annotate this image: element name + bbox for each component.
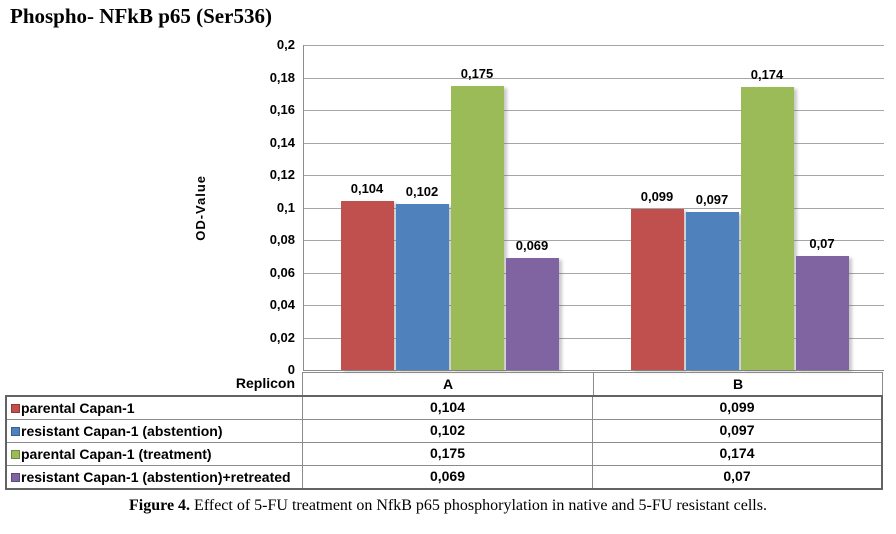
series-name-cell: parental Capan-1 bbox=[7, 397, 303, 419]
y-tick-label: 0,14 bbox=[269, 134, 295, 150]
y-axis-title-text: OD-Value bbox=[192, 174, 208, 241]
caption-label: Figure 4. bbox=[129, 497, 191, 514]
series-name-cell: resistant Capan-1 (abstention) bbox=[7, 420, 303, 442]
figure-caption: Figure 4. Effect of 5-FU treatment on Nf… bbox=[0, 497, 896, 515]
bar-a-resistant-capan-1-abstention-retreated: 0,069 bbox=[505, 238, 559, 370]
y-tick-label: 0,02 bbox=[269, 329, 295, 345]
value-cell-a: 0,175 bbox=[303, 443, 593, 465]
gridline bbox=[304, 45, 884, 46]
legend-swatch-icon bbox=[11, 472, 20, 482]
bar-b-resistant-capan-1-abstention-: 0,097 bbox=[685, 192, 739, 370]
value-cell-b: 0,07 bbox=[723, 468, 751, 484]
bar-data-label: 0,174 bbox=[750, 67, 784, 82]
series-name-cell: resistant Capan-1 (abstention)+retreated bbox=[7, 466, 303, 488]
gridline bbox=[304, 110, 884, 111]
bar-data-label: 0,07 bbox=[809, 236, 835, 251]
bar-data-label: 0,099 bbox=[640, 189, 674, 204]
bar-data-label: 0,102 bbox=[405, 184, 439, 199]
legend-swatch-icon bbox=[11, 403, 20, 413]
value-cell-a: 0,104 bbox=[303, 397, 593, 419]
chart-title: Phospho- NFkB p65 (Ser536) bbox=[10, 4, 272, 28]
series-name-cell: parental Capan-1 (treatment) bbox=[7, 443, 303, 465]
plot-area: 0,104 0,102 0,175 0,069 0,099 0,097 0,174 0,07 bbox=[303, 45, 884, 371]
bar-group-a: 0,104 0,102 0,175 0,069 bbox=[304, 45, 595, 370]
bar-b-resistant-capan-1-abstention-retreated: 0,07 bbox=[795, 236, 849, 370]
legend-swatch-icon bbox=[11, 426, 20, 436]
y-tick-label: 0,2 bbox=[276, 37, 295, 52]
bar-data-label: 0,104 bbox=[350, 181, 384, 196]
gridline bbox=[304, 272, 884, 274]
gridline bbox=[304, 305, 884, 306]
gridline bbox=[304, 175, 884, 176]
y-tick-label: 0,08 bbox=[269, 232, 295, 247]
table-row: resistant Capan-1 (abstention) 0,102 0,097 bbox=[7, 419, 881, 442]
gridline bbox=[304, 142, 884, 144]
value-cell-b: 0,099 bbox=[719, 399, 755, 415]
category-header-row: Replicon A B bbox=[5, 372, 883, 395]
bar-data-label: 0,069 bbox=[515, 238, 549, 253]
bar-a-parental-capan-1: 0,104 bbox=[340, 181, 394, 370]
y-tick-label: 0,12 bbox=[269, 167, 295, 182]
y-axis-title: OD-Value bbox=[190, 45, 210, 370]
category-label-b: B bbox=[594, 372, 883, 395]
y-tick-label: 0,16 bbox=[269, 102, 295, 117]
y-axis-tick-labels: 0,2 0,18 0,16 0,14 0,12 0,1 0,08 0,06 0,04 0,02 0 bbox=[232, 37, 295, 377]
table-row: parental Capan-1 (treatment) 0,175 0,174 bbox=[7, 442, 881, 465]
caption-text: Effect of 5-FU treatment on NfkB p65 pho… bbox=[190, 497, 767, 514]
y-tick-label: 0,04 bbox=[269, 297, 295, 312]
y-tick-label: 0 bbox=[287, 362, 295, 377]
bar-a-resistant-capan-1-abstention-: 0,102 bbox=[395, 184, 449, 370]
bar-group-b: 0,099 0,097 0,174 0,07 bbox=[595, 45, 884, 370]
category-label-a: A bbox=[303, 372, 594, 395]
x-axis-title: Replicon bbox=[5, 372, 303, 395]
gridline bbox=[304, 337, 884, 339]
table-row: parental Capan-1 0,104 0,099 bbox=[7, 397, 881, 419]
series-name: resistant Capan-1 (abstention) bbox=[21, 423, 223, 439]
series-name: parental Capan-1 (treatment) bbox=[21, 446, 212, 462]
legend-swatch-icon bbox=[11, 449, 20, 459]
y-tick-label: 0,06 bbox=[269, 264, 295, 280]
series-name: parental Capan-1 bbox=[21, 400, 135, 416]
table-row: resistant Capan-1 (abstention)+retreated… bbox=[7, 465, 881, 488]
bar-a-parental-capan-1-treatment-: 0,175 bbox=[450, 66, 504, 370]
value-cell-a: 0,069 bbox=[303, 466, 593, 488]
y-tick-label: 0,18 bbox=[269, 69, 295, 85]
bar-data-label: 0,097 bbox=[695, 192, 729, 207]
bar-data-label: 0,175 bbox=[460, 66, 494, 81]
value-cell-b: 0,174 bbox=[719, 445, 755, 461]
y-tick-label: 0,1 bbox=[276, 199, 295, 215]
gridline bbox=[304, 77, 884, 79]
value-cell-a: 0,102 bbox=[303, 420, 593, 442]
data-table: parental Capan-1 0,104 0,099 resistant Capa… bbox=[5, 395, 883, 490]
gridline bbox=[304, 207, 884, 209]
series-name: resistant Capan-1 (abstention)+retreated bbox=[21, 469, 291, 485]
gridline bbox=[304, 240, 884, 241]
bar-b-parental-capan-1: 0,099 bbox=[630, 189, 684, 370]
bar-b-parental-capan-1-treatment-: 0,174 bbox=[740, 67, 794, 370]
value-cell-b: 0,097 bbox=[719, 422, 755, 438]
